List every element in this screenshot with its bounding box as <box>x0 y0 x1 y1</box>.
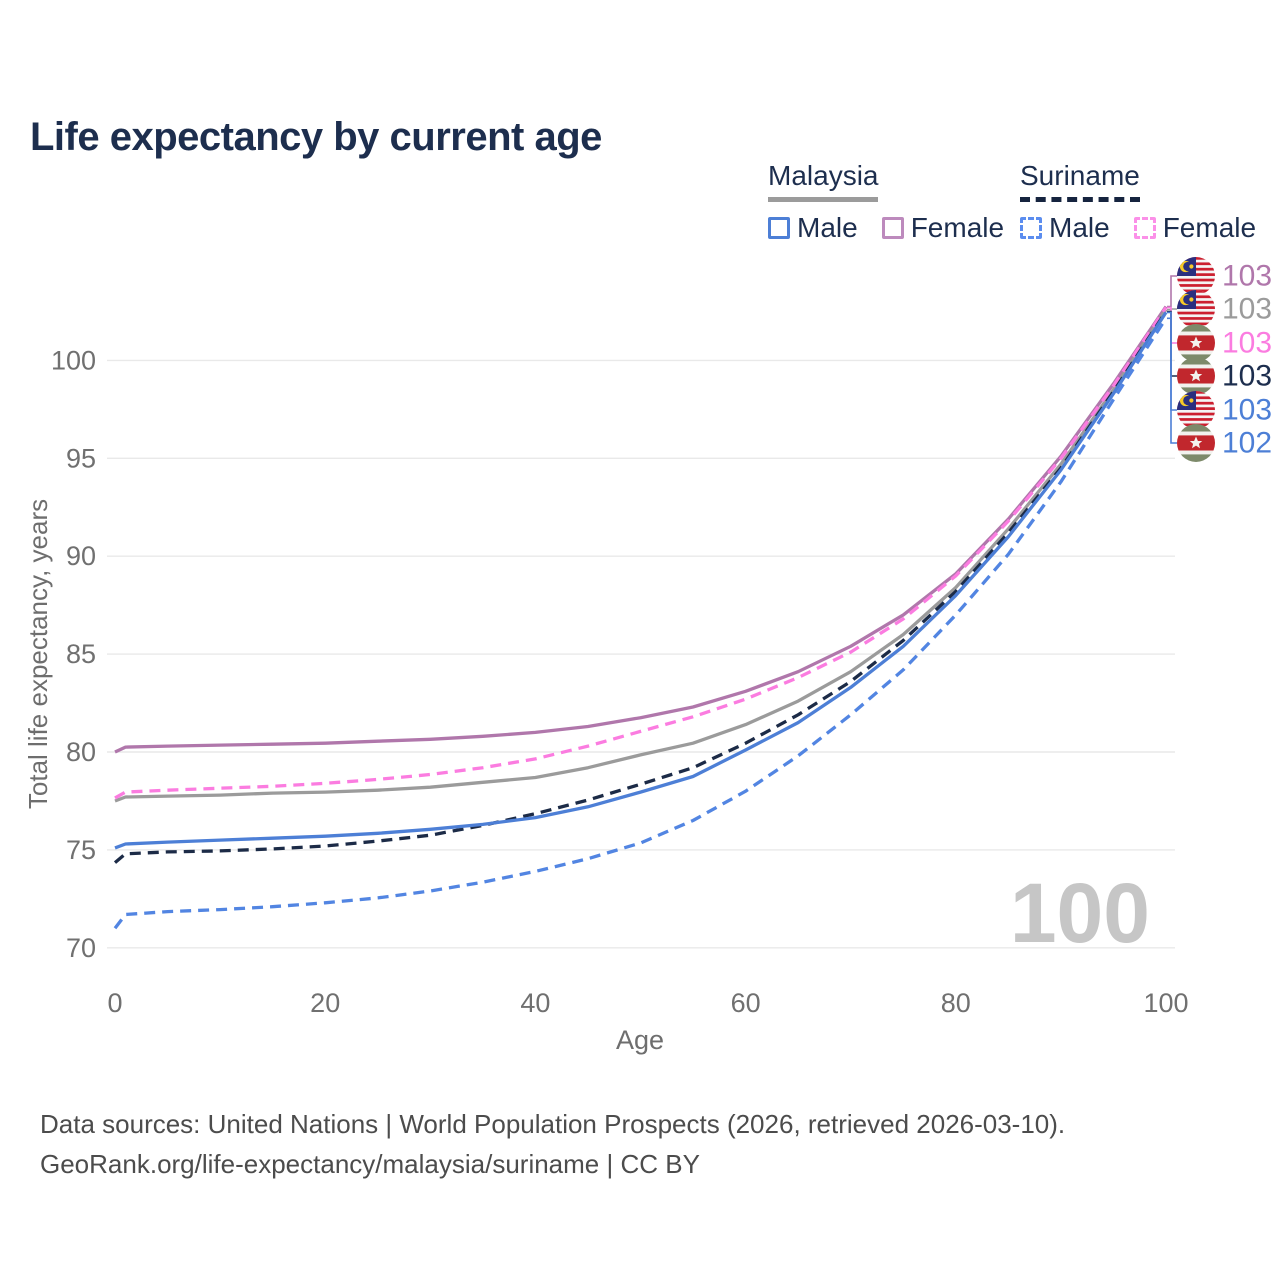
y-tick-label: 85 <box>66 639 96 669</box>
legend-country-malaysia[interactable]: Malaysia <box>768 160 879 202</box>
end-label-value: 103 <box>1222 293 1272 326</box>
footer: Data sources: United Nations | World Pop… <box>40 1104 1065 1185</box>
x-tick-label: 40 <box>520 988 550 1018</box>
end-label-value: 103 <box>1222 260 1272 293</box>
legend-label-malaysia-female: Female <box>910 212 1005 243</box>
page-title: Life expectancy by current age <box>30 114 602 159</box>
end-label-connector <box>1167 308 1177 311</box>
footer-url-line: GeoRank.org/life-expectancy/malaysia/sur… <box>40 1149 700 1180</box>
legend-item-malaysia-female[interactable]: Female <box>881 212 1005 244</box>
x-tick-label: 20 <box>310 988 340 1018</box>
legend-country-suriname[interactable]: Suriname <box>1020 160 1140 202</box>
x-axis-title: Age <box>616 1025 664 1055</box>
end-label-value: 103 <box>1222 394 1272 427</box>
end-label-value: 102 <box>1222 427 1272 460</box>
y-tick-label: 90 <box>66 541 96 571</box>
malaysia-flag-icon <box>1177 391 1215 429</box>
series-line-sr_male[interactable] <box>113 317 1168 930</box>
legend-group-suriname: Suriname Male Female <box>1020 160 1256 244</box>
x-tick-label: 100 <box>1143 988 1188 1018</box>
malaysia-flag-icon <box>1177 290 1215 328</box>
suriname-female-swatch-icon <box>1133 217 1156 239</box>
y-tick-label: 100 <box>51 345 96 375</box>
legend-item-suriname-male[interactable]: Male <box>1020 212 1110 244</box>
suriname-flag-icon <box>1177 424 1215 462</box>
legend-label-suriname-female: Female <box>1162 212 1257 243</box>
end-label-connector <box>1167 275 1177 308</box>
end-label-connector <box>1167 311 1177 411</box>
x-tick-label: 80 <box>941 988 971 1018</box>
x-tick-label: 60 <box>731 988 761 1018</box>
suriname-male-swatch-icon <box>1020 217 1042 239</box>
end-label-connector <box>1167 317 1177 444</box>
end-label-value: 103 <box>1222 327 1272 360</box>
malaysia-male-swatch-icon <box>768 217 790 239</box>
series-line-sr_all[interactable] <box>113 310 1168 864</box>
malaysia-female-swatch-icon <box>881 217 904 239</box>
series-line-my_male[interactable] <box>114 311 1168 850</box>
suriname-flag-icon <box>1177 324 1215 362</box>
x-tick-label: 0 <box>107 988 122 1018</box>
footer-source-line: Data sources: United Nations | World Pop… <box>40 1109 1066 1139</box>
legend-label-suriname-male: Male <box>1049 212 1110 243</box>
end-label-value: 103 <box>1222 360 1272 393</box>
y-tick-label: 80 <box>66 737 96 767</box>
series-line-sr_female[interactable] <box>114 306 1168 800</box>
series-line-my_all[interactable] <box>114 308 1168 803</box>
y-tick-label: 70 <box>66 933 96 963</box>
age-watermark: 100 <box>1010 866 1150 960</box>
y-tick-label: 75 <box>66 835 96 865</box>
legend-label-malaysia-male: Male <box>797 212 858 243</box>
y-tick-label: 95 <box>66 443 96 473</box>
legend-item-suriname-female[interactable]: Female <box>1133 212 1257 244</box>
malaysia-flag-icon <box>1177 257 1215 295</box>
legend-item-malaysia-male[interactable]: Male <box>768 212 858 244</box>
suriname-flag-icon <box>1177 357 1215 395</box>
y-axis-title: Total life expectancy, years <box>23 499 53 809</box>
legend-group-malaysia: Malaysia Male Female <box>768 160 1004 244</box>
